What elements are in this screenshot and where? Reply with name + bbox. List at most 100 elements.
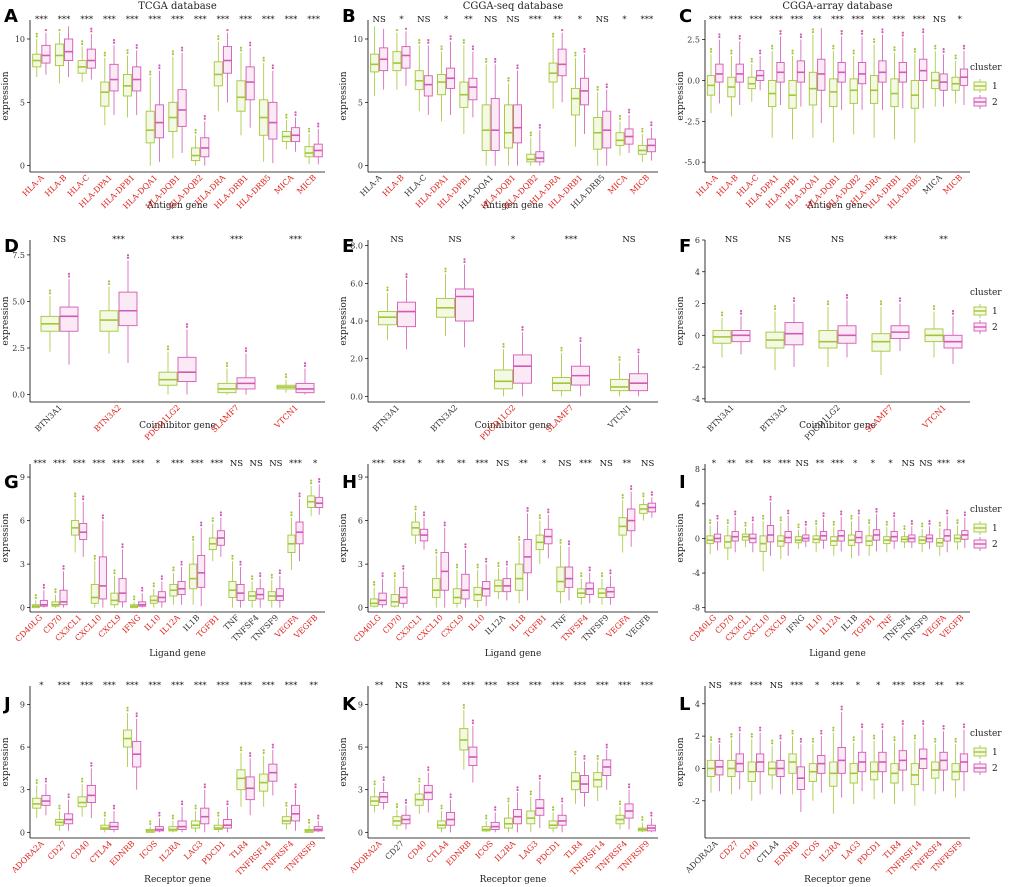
outlier-dot bbox=[44, 780, 48, 783]
box-il12a-cluster2 bbox=[502, 560, 512, 601]
significance-label: *** bbox=[171, 235, 185, 245]
outlier-dot bbox=[476, 566, 479, 569]
outlier-dot bbox=[418, 777, 421, 780]
box-hla-dra-cluster1 bbox=[213, 35, 223, 112]
legend-title: cluster bbox=[970, 288, 1002, 298]
y-tick-label: 4 bbox=[695, 700, 700, 709]
outlier-dot bbox=[152, 585, 155, 588]
outlier-dot bbox=[618, 803, 622, 806]
outlier-dot bbox=[751, 519, 754, 522]
box-cd40lg-cluster2 bbox=[713, 514, 722, 551]
gene-label: CD27 bbox=[46, 839, 68, 861]
y-axis-label: expression bbox=[1, 737, 11, 786]
box-hla-a-cluster2 bbox=[715, 33, 724, 104]
outlier-dot bbox=[641, 818, 644, 821]
outlier-dot bbox=[440, 804, 443, 807]
outlier-dot bbox=[709, 50, 713, 53]
box-hla-dqb2-cluster2 bbox=[200, 115, 210, 166]
outlier-dot bbox=[799, 737, 803, 741]
outlier-dot bbox=[440, 45, 443, 48]
box-iqr bbox=[615, 132, 625, 146]
significance-label: *** bbox=[103, 15, 117, 25]
outlier-dot bbox=[405, 273, 408, 276]
outlier-dot bbox=[868, 521, 871, 524]
outlier-dot bbox=[791, 49, 794, 52]
gene-label: IL2RA bbox=[158, 839, 182, 863]
box-cd40lg-cluster2 bbox=[39, 583, 48, 608]
significance-label: *** bbox=[831, 459, 845, 469]
outlier-dot bbox=[526, 507, 529, 510]
box-iqr bbox=[59, 306, 79, 332]
box-tnfrsf4-cluster1 bbox=[931, 737, 940, 795]
y-tick-label: 6 bbox=[358, 517, 363, 526]
outlier-dot bbox=[893, 48, 896, 52]
gene-label: BTN3A2 bbox=[92, 403, 123, 434]
outlier-dot bbox=[404, 801, 408, 804]
outlier-dot bbox=[618, 358, 621, 361]
y-tick-label: 0 bbox=[20, 162, 25, 171]
legend-title: cluster bbox=[970, 729, 1002, 739]
outlier-dot bbox=[226, 803, 229, 806]
outlier-dot bbox=[239, 560, 242, 563]
gene-label: MICB bbox=[628, 173, 651, 196]
significance-label: *** bbox=[831, 681, 845, 691]
outlier-dot bbox=[529, 793, 532, 796]
y-tick-label: 5 bbox=[20, 98, 25, 107]
outlier-dot bbox=[709, 48, 713, 51]
significance-label: * bbox=[888, 459, 893, 469]
box-hla-dpa1-cluster2 bbox=[109, 39, 119, 115]
significance-label: NS bbox=[373, 15, 386, 25]
legend-key-cluster1 bbox=[973, 79, 987, 93]
box-iqr bbox=[437, 74, 447, 96]
box-vtcn1-cluster2 bbox=[629, 348, 648, 397]
outlier-dot bbox=[67, 275, 71, 278]
outlier-dot bbox=[462, 703, 465, 707]
outlier-dot bbox=[547, 508, 550, 511]
box-btn3a1-cluster2 bbox=[397, 273, 416, 350]
panel-letter: K bbox=[342, 694, 357, 715]
outlier-dot bbox=[290, 511, 293, 514]
box-hla-dqb2-cluster1 bbox=[526, 131, 536, 166]
outlier-dot bbox=[762, 517, 765, 520]
outlier-dot bbox=[494, 808, 497, 811]
outlier-dot bbox=[709, 521, 712, 524]
box-ctla4-cluster1 bbox=[768, 739, 777, 790]
significance-label: *** bbox=[171, 681, 185, 691]
outlier-dot bbox=[596, 88, 599, 91]
outlier-dot bbox=[832, 729, 835, 732]
outlier-dot bbox=[769, 495, 772, 498]
y-tick-label: 8.0 bbox=[350, 242, 363, 251]
outlier-dot bbox=[938, 524, 941, 527]
outlier-dot bbox=[303, 364, 307, 367]
significance-label: * bbox=[876, 681, 881, 691]
significance-label: *** bbox=[239, 681, 253, 691]
box-vegfa-cluster2 bbox=[295, 492, 304, 562]
outlier-dot bbox=[249, 44, 252, 47]
significance-label: * bbox=[578, 15, 583, 25]
outlier-dot bbox=[822, 512, 825, 515]
outlier-dot bbox=[538, 516, 541, 520]
outlier-dot bbox=[103, 814, 106, 817]
legend-label: 1 bbox=[992, 524, 998, 534]
outlier-dot bbox=[476, 563, 479, 566]
outlier-dot bbox=[567, 543, 571, 546]
box-ednrb-cluster1 bbox=[788, 729, 797, 795]
box-icos-cluster1 bbox=[145, 820, 155, 833]
outlier-dot bbox=[427, 766, 430, 769]
box-slamf7-cluster2 bbox=[571, 337, 590, 397]
box-iqr bbox=[919, 58, 928, 81]
gene-label: ADORA2A bbox=[9, 839, 46, 876]
box-iqr bbox=[177, 356, 197, 382]
box-hla-dqb1-cluster1 bbox=[829, 44, 838, 143]
outlier-dot bbox=[505, 563, 508, 566]
outlier-dot bbox=[285, 804, 288, 807]
significance-label: ** bbox=[553, 15, 562, 25]
outlier-dot bbox=[826, 303, 830, 306]
box-hla-drb5-cluster1 bbox=[593, 85, 603, 166]
box-iqr bbox=[910, 80, 919, 109]
legend-key-cluster1 bbox=[973, 521, 987, 535]
outlier-dot bbox=[404, 27, 408, 30]
outlier-dot bbox=[934, 47, 937, 50]
significance-label: ** bbox=[309, 681, 318, 691]
